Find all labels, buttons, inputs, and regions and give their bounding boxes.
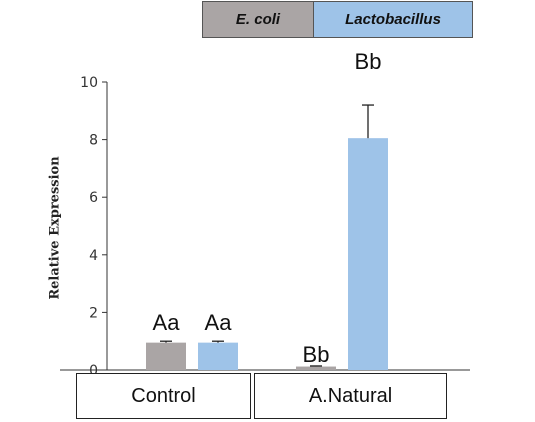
y-tick-label: 0 [89, 363, 98, 379]
legend-label-ecoli: E. coli [235, 11, 281, 28]
y-axis-label: Relative Expression [47, 156, 63, 300]
y-tick-label: 6 [89, 190, 98, 206]
legend-entry-ecoli: E. coli [202, 1, 314, 38]
bar [296, 366, 336, 370]
category-label-text: A.Natural [308, 384, 393, 407]
bar [348, 138, 388, 370]
y-tick-label: 10 [80, 75, 98, 91]
legend-entry-lactobacillus: Lactobacillus [313, 1, 473, 38]
category-label-a-natural: A.Natural [254, 373, 447, 419]
y-tick-label: 4 [89, 248, 98, 264]
bar-annotation: Aa [153, 310, 181, 335]
bar-annotation: Bb [355, 49, 382, 74]
bar [146, 342, 186, 370]
legend-label-lactobacillus: Lactobacillus [345, 11, 441, 28]
bar-annotation: Bb [303, 342, 330, 367]
category-label-control: Control [76, 373, 251, 419]
y-tick-label: 8 [89, 133, 98, 149]
y-tick-label: 2 [89, 305, 98, 321]
category-label-text: Control [131, 384, 196, 407]
bar-annotation: Aa [205, 310, 233, 335]
bar [198, 342, 238, 370]
